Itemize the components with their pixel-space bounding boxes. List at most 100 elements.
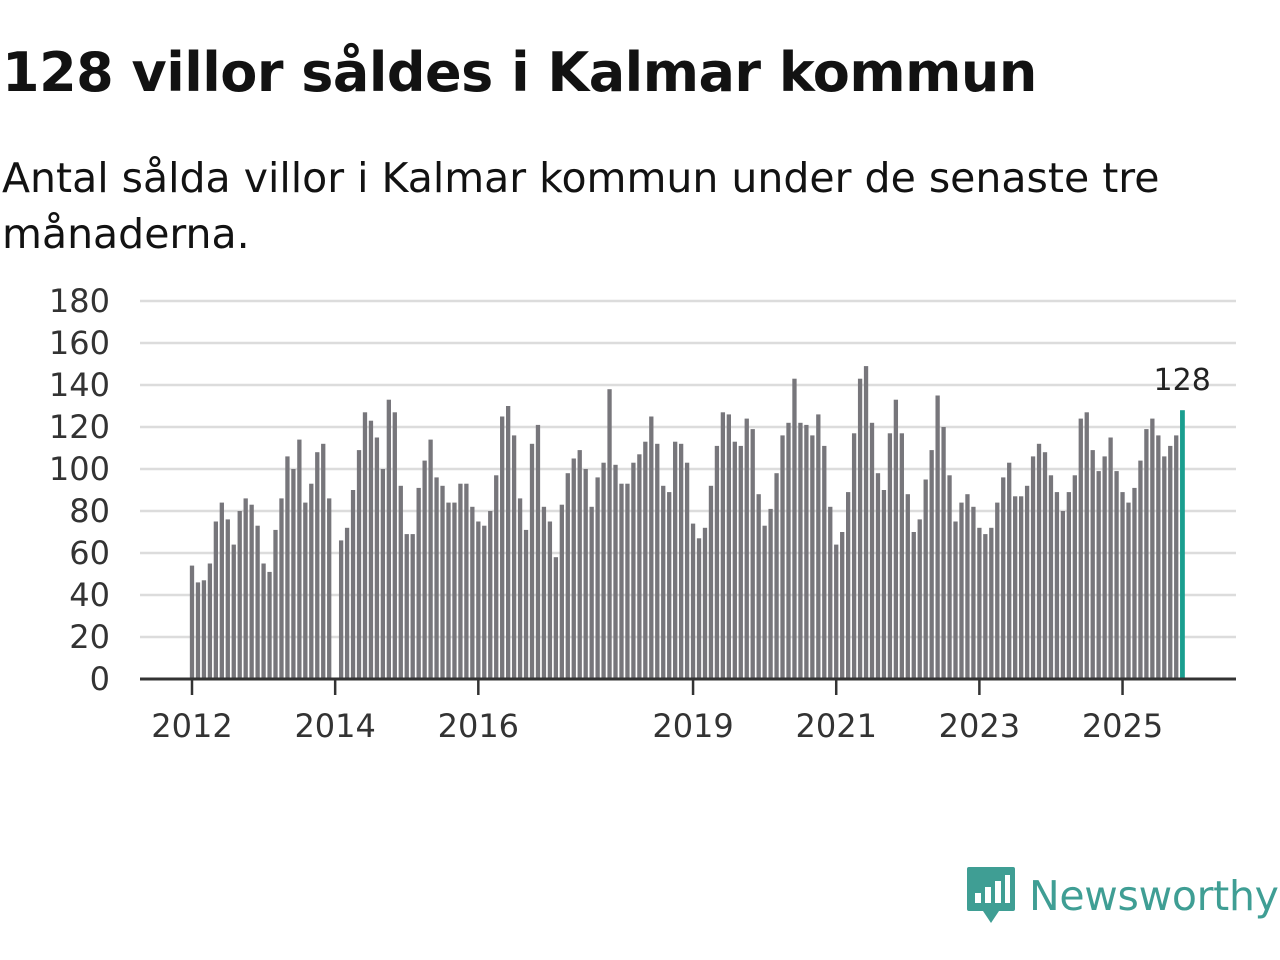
bar [738, 445, 743, 679]
bar [1072, 475, 1077, 679]
bar [828, 506, 833, 679]
bar [1162, 456, 1167, 679]
bar [267, 571, 272, 679]
bar [1001, 477, 1006, 679]
bar [965, 494, 970, 679]
bar [977, 527, 982, 679]
x-tick-label: 2014 [294, 707, 375, 745]
y-tick-label: 60 [69, 534, 110, 572]
bar [285, 456, 290, 679]
y-tick-label: 180 [49, 282, 110, 320]
bar [816, 414, 821, 679]
bar [881, 490, 887, 679]
bar [1108, 437, 1113, 679]
bar [792, 378, 797, 679]
bar [523, 529, 529, 679]
bar [577, 450, 582, 679]
bar [774, 473, 779, 679]
bar [392, 412, 397, 679]
bar [810, 435, 815, 679]
bar [1120, 492, 1125, 679]
last-value-label: 128 [1154, 363, 1211, 398]
bar [374, 437, 380, 679]
bar [929, 450, 934, 679]
bar [995, 502, 1000, 679]
bar [726, 414, 731, 679]
y-tick-label: 160 [49, 324, 110, 362]
bar [804, 424, 809, 679]
bar [327, 498, 332, 679]
bar [201, 580, 207, 679]
x-tick-label: 2019 [652, 707, 733, 745]
bar [983, 534, 988, 679]
y-tick-label: 20 [69, 618, 110, 656]
bar [1024, 485, 1030, 679]
x-tick-label: 2023 [939, 707, 1020, 745]
bar [1030, 456, 1036, 679]
bar [428, 439, 433, 679]
bar [356, 450, 362, 679]
bar [863, 366, 869, 679]
bar [589, 506, 594, 679]
bar [851, 433, 857, 679]
bar [207, 563, 213, 679]
bar [303, 502, 308, 679]
bar [1054, 492, 1060, 679]
bar [368, 420, 374, 679]
annotations: 128 [1154, 363, 1211, 398]
bar [559, 504, 564, 679]
bar [505, 406, 511, 679]
bar [750, 429, 755, 679]
bar [529, 443, 535, 679]
bar [261, 563, 266, 679]
bar [840, 532, 845, 679]
bar [243, 498, 248, 679]
bar [1168, 445, 1173, 679]
bar [887, 433, 893, 679]
bar [631, 462, 636, 679]
bar [398, 485, 403, 679]
bar [547, 521, 553, 679]
bar [822, 445, 827, 679]
brand-logo: Newsworthy [965, 864, 1279, 928]
x-tick-label: 2012 [151, 707, 232, 745]
x-axis: 2012 2014 2016 2019 2021 2023 2025 [140, 677, 1236, 745]
bar [1174, 435, 1179, 679]
bar [553, 557, 559, 679]
bar [661, 485, 666, 679]
brand-name: Newsworthy [1029, 872, 1279, 920]
bar [1138, 460, 1143, 679]
y-tick-label: 80 [69, 492, 110, 530]
bar [1096, 471, 1101, 679]
bar [714, 445, 720, 679]
bar [470, 506, 475, 679]
bar [362, 412, 368, 679]
bar [571, 458, 576, 679]
bar [565, 473, 570, 679]
bar [338, 540, 344, 679]
y-tick-label: 140 [49, 366, 110, 404]
bar [380, 469, 386, 679]
bar [344, 527, 350, 679]
bar [935, 395, 940, 679]
bar [1007, 462, 1012, 679]
bar [583, 469, 588, 679]
bar [189, 565, 195, 679]
bar [744, 418, 749, 679]
bar [684, 462, 690, 679]
bar [434, 477, 439, 679]
bar [947, 475, 952, 679]
bar [225, 519, 230, 679]
bar [1144, 429, 1149, 679]
bar [923, 479, 928, 679]
bar [1150, 418, 1155, 679]
bar [780, 435, 785, 679]
bar [488, 511, 493, 679]
bar [619, 483, 624, 679]
bar [446, 502, 451, 679]
bar [762, 525, 767, 679]
bar [458, 483, 463, 679]
bar [1078, 418, 1083, 679]
bar [321, 443, 326, 679]
bar [1102, 456, 1107, 679]
